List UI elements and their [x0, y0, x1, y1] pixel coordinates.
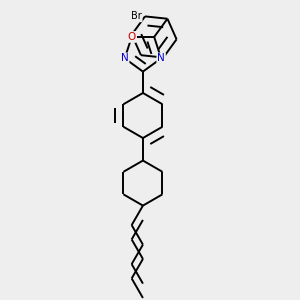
- Text: N: N: [157, 53, 165, 63]
- Text: Br: Br: [131, 11, 142, 21]
- Text: O: O: [128, 32, 136, 42]
- Text: N: N: [121, 53, 129, 63]
